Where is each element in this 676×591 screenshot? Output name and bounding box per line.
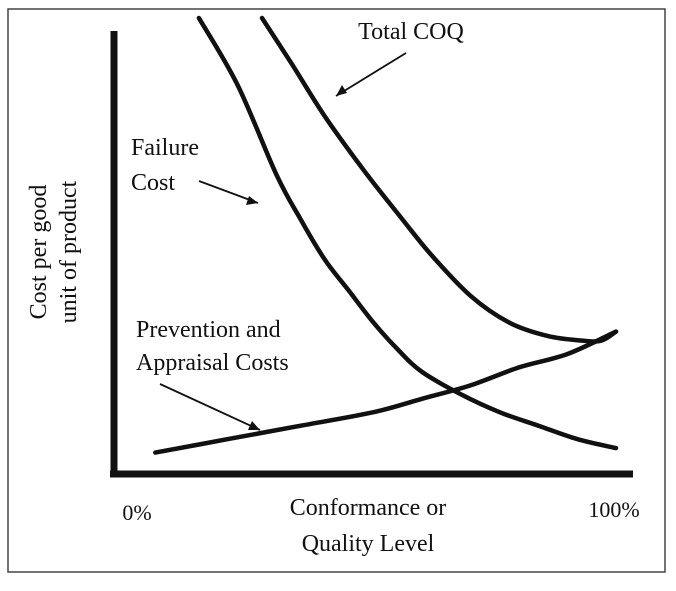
figure-frame — [7, 8, 666, 573]
label-prevention-line-2: Appraisal Costs — [136, 350, 289, 376]
label-total-coq: Total COQ — [358, 19, 464, 45]
series-line-failure-cost — [196, 15, 619, 451]
series-layer — [153, 15, 619, 455]
label-failure-line-1: Failure — [131, 135, 199, 161]
x-axis-label: Conformance or Quality Level — [290, 495, 447, 557]
y-axis-label: Cost per good unit of product — [26, 180, 82, 323]
y-axis-label-line-1: Cost per good — [26, 185, 52, 320]
x-axis-label-line-1: Conformance or — [290, 495, 447, 521]
label-prevention-line-1: Prevention and — [136, 317, 281, 343]
arrow-prevention-appraisal — [159, 383, 261, 431]
arrowhead-total-coq — [336, 85, 347, 96]
label-failure-line-2: Cost — [131, 170, 175, 196]
y-axis-label-line-2: unit of product — [56, 180, 82, 323]
arrowhead-failure-cost — [246, 196, 258, 205]
annotation-prevention-appraisal: Prevention and Appraisal Costs — [136, 317, 289, 431]
annotation-total-coq: Total COQ — [335, 19, 464, 97]
arrowhead-prevention-appraisal — [248, 421, 260, 430]
x-tick-label-0: 0% — [122, 500, 151, 525]
series-line-prevention-appraisal — [153, 329, 619, 455]
annotation-failure-cost: Failure Cost — [131, 135, 259, 205]
x-tick-label-100: 100% — [588, 497, 639, 522]
x-axis-label-line-2: Quality Level — [302, 531, 435, 557]
series-line-total-coq — [259, 15, 619, 344]
arrow-total-coq — [335, 52, 407, 97]
